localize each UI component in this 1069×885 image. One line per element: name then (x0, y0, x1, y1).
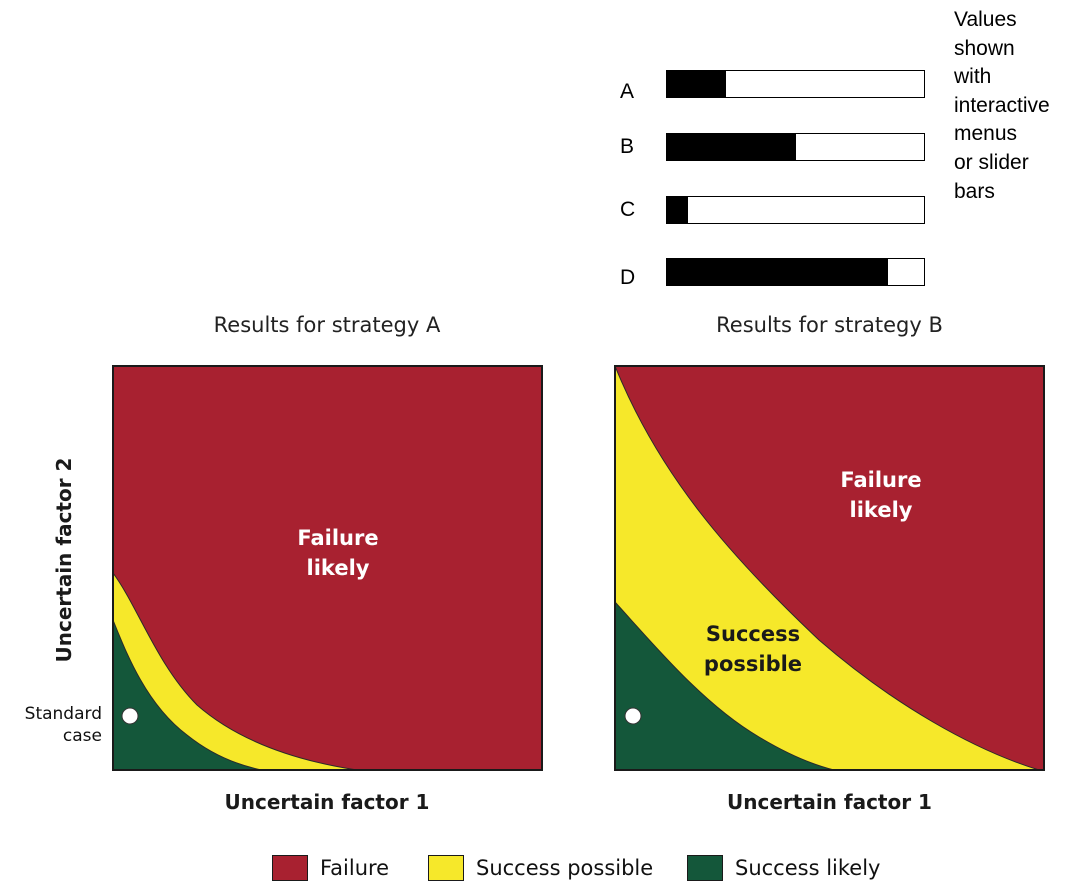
legend: Failure Success possible Success likely (0, 851, 1069, 885)
panel-b-failure-label-line: Failure (840, 468, 921, 492)
legend-item-failure: Failure (272, 851, 389, 885)
panel-a-frame (112, 365, 543, 771)
slider-note-line: interactive (954, 93, 1050, 117)
panel-b-failure-label-line: likely (850, 498, 913, 522)
panel-b-success-possible-region (614, 365, 1040, 771)
panel-a-success-possible-region (112, 571, 358, 771)
standard-case-line: case (62, 726, 102, 746)
slider-note-line: shown (954, 36, 1015, 60)
panel-b-success-label-line: possible (704, 652, 802, 676)
legend-item-success-likely: Success likely (687, 851, 880, 885)
legend-item-success-possible: Success possible (428, 851, 653, 885)
standard-case-label: Standard case (2, 703, 102, 747)
slider-c[interactable] (666, 196, 925, 224)
slider-b[interactable] (666, 133, 925, 161)
slider-a[interactable] (666, 70, 925, 98)
legend-label: Failure (320, 856, 390, 880)
panel-a-x-axis-label: Uncertain factor 1 (224, 790, 430, 814)
legend-label: Success possible (476, 856, 654, 880)
panel-a-failure-label-line: Failure (297, 526, 378, 550)
slider-note-line: or slider (954, 150, 1029, 174)
panel-a-title: Results for strategy A (213, 313, 441, 337)
slider-note: Values shown with interactive menus or s… (954, 6, 1066, 206)
standard-case-marker (624, 707, 642, 725)
panel-b-plot: Failure likely Success possible (614, 365, 1045, 771)
panel-b-x-axis-label: Uncertain factor 1 (727, 790, 932, 814)
slider-note-line: Values (954, 8, 1017, 31)
panel-b-title: Results for strategy B (716, 313, 943, 337)
panel-b-frame (614, 365, 1045, 771)
legend-swatch-failure (272, 855, 308, 881)
slider-a-fill (667, 71, 727, 97)
slider-d[interactable] (666, 258, 925, 286)
panel-b-success-likely-region (614, 600, 835, 771)
slider-c-fill (667, 197, 688, 223)
legend-swatch-success-likely (687, 855, 723, 881)
slider-note-line: with (954, 65, 992, 89)
y-axis-label: Uncertain factor 2 (52, 457, 76, 663)
standard-case-line: Standard (24, 704, 102, 724)
slider-label-b: B (620, 135, 635, 158)
standard-case-marker (121, 707, 139, 725)
slider-label-c: C (620, 198, 636, 221)
slider-b-fill (667, 134, 796, 160)
panel-a-failure-label-line: likely (307, 556, 370, 580)
slider-d-fill (667, 259, 889, 285)
slider-label-d: D (620, 266, 636, 289)
panel-a-plot: Failure likely (112, 365, 543, 771)
legend-label: Success likely (735, 856, 881, 880)
panel-b-success-label-line: Success (706, 622, 800, 646)
slider-label-a: A (620, 80, 635, 103)
slider-note-line: bars (954, 179, 995, 203)
panel-a-success-likely-region (112, 619, 263, 771)
slider-note-line: menus (954, 122, 1018, 146)
legend-swatch-success-possible (428, 855, 464, 881)
